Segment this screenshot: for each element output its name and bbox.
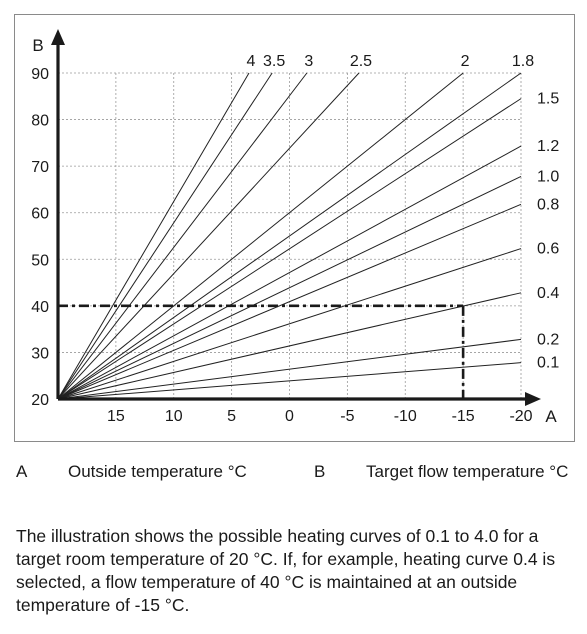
curve-label-1-5: 1.5 [537, 91, 559, 108]
curve-label-3: 3 [304, 53, 313, 70]
y-tick-label: 30 [31, 345, 49, 362]
x-axis-arrow [525, 392, 541, 406]
x-tick-label: -20 [509, 408, 532, 425]
x-tick-label: -15 [452, 408, 475, 425]
curve-0-4 [57, 292, 522, 400]
curve-label-1-2: 1.2 [537, 138, 559, 155]
y-tick-label: 20 [31, 392, 49, 409]
y-axis-label: B [32, 36, 43, 55]
curve-label-3-5: 3.5 [263, 53, 285, 70]
curve-4 [57, 72, 250, 400]
curve-label-2-5: 2.5 [350, 53, 372, 70]
caption: The illustration shows the possible heat… [16, 526, 556, 615]
x-tick-label: -10 [394, 408, 417, 425]
curve-label-0-8: 0.8 [537, 196, 559, 213]
curve-1-0 [57, 175, 522, 400]
y-tick-label: 60 [31, 206, 49, 223]
legend-a-text: Outside temperature °C [68, 462, 247, 481]
curve-2 [57, 72, 464, 400]
x-tick-label: 0 [285, 408, 294, 425]
y-axis-arrow [51, 29, 65, 45]
curve-1-5 [57, 98, 522, 400]
curve-label-0-6: 0.6 [537, 241, 559, 258]
x-axis-label: A [545, 407, 557, 426]
heating-curve-chart: 0.1 0.2 0.4 0.6 0.8 1.0 1.2 1.5 1.8 2 2.5 3 3.5 4 20 30… [31, 29, 559, 426]
x-tick-label: -5 [340, 408, 354, 425]
curve-label-2: 2 [461, 53, 470, 70]
chart-frame: 0.1 0.2 0.4 0.6 0.8 1.0 1.2 1.5 1.8 2 2.5 3 3.5 4 20 30… [14, 14, 575, 442]
curve-label-1-8: 1.8 [512, 53, 534, 70]
y-tick-label: 90 [31, 66, 49, 83]
x-tick-label: 15 [107, 408, 125, 425]
curve-label-4: 4 [247, 53, 256, 70]
curve-0-2 [57, 338, 522, 400]
curve-1-2 [57, 145, 522, 400]
curve-0-6 [57, 248, 522, 400]
y-tick-label: 40 [31, 299, 49, 316]
curve-label-0-4: 0.4 [537, 285, 559, 302]
x-tick-label: 10 [165, 408, 183, 425]
legend-b-text: Target flow temperature °C [366, 462, 569, 481]
y-tick-label: 50 [31, 252, 49, 269]
y-tick-label: 80 [31, 113, 49, 130]
legend-a-letter: A [16, 462, 28, 481]
legend-b-letter: B [314, 462, 326, 481]
curve-0-8 [57, 203, 522, 400]
curve-label-0-2: 0.2 [537, 331, 559, 348]
curve-label-0-1: 0.1 [537, 355, 559, 372]
y-tick-label: 70 [31, 159, 49, 176]
curve-3 [57, 72, 308, 400]
x-tick-label: 5 [227, 408, 236, 425]
curve-2-5 [57, 72, 360, 400]
curve-1-8 [57, 72, 522, 400]
curve-3-5 [57, 72, 273, 400]
curve-label-1-0: 1.0 [537, 168, 559, 185]
curve-0-1 [57, 362, 522, 400]
